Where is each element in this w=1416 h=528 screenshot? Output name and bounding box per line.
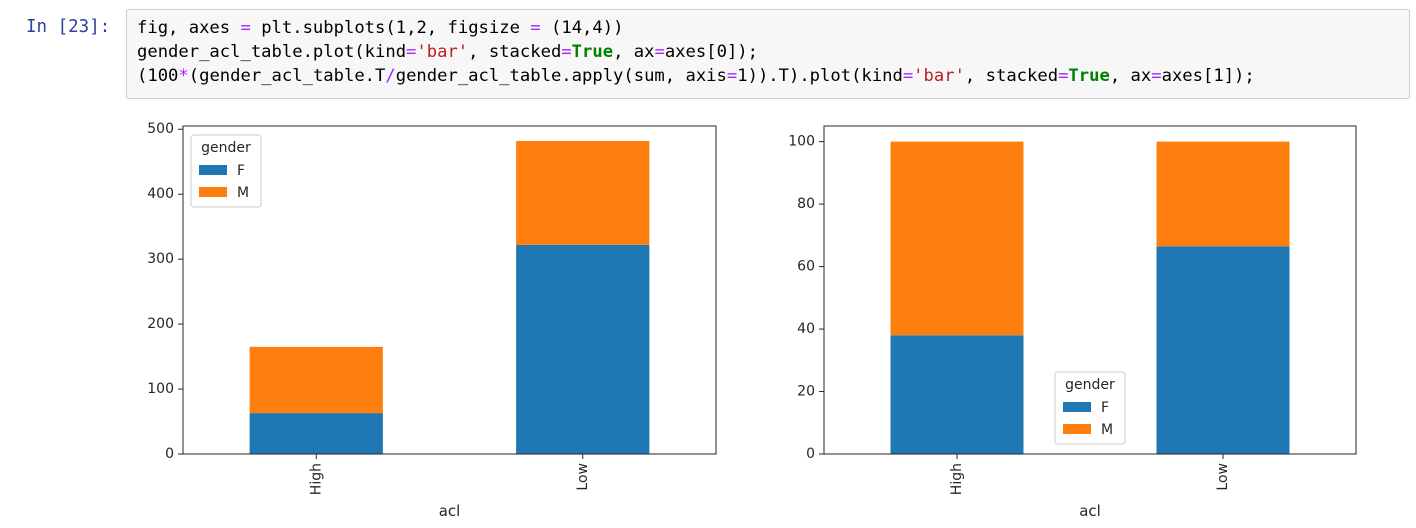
legend-label-F: F	[1101, 400, 1109, 416]
code-token: True	[571, 42, 614, 62]
code-token: 2	[416, 18, 427, 38]
y-tick-label: 100	[788, 134, 815, 150]
code-line: (100*(gender_acl_table.T/gender_acl_tabl…	[137, 64, 1409, 88]
y-tick-label: 200	[147, 316, 174, 332]
code-token: *	[178, 66, 189, 86]
legend-swatch-F	[199, 165, 227, 175]
legend-label-M: M	[1101, 422, 1113, 438]
bar-F-High	[890, 335, 1024, 454]
code-token: )).T).plot(kind	[747, 66, 903, 86]
code-token: , figsize	[426, 18, 531, 38]
legend: gender FM	[190, 134, 262, 208]
code-token: =	[1151, 66, 1162, 86]
code-token: axes[	[1161, 66, 1214, 86]
code-token: =	[902, 66, 914, 86]
code-token: ))	[602, 18, 624, 38]
code-token: /	[385, 66, 396, 86]
x-tick-label: High	[308, 463, 324, 495]
bar-F-Low	[1156, 246, 1290, 454]
code-token: (	[540, 18, 562, 38]
code-token: ]);	[1223, 66, 1255, 86]
code-token: ]);	[726, 42, 758, 62]
code-token: , ax	[1109, 66, 1152, 86]
code-token: =	[240, 18, 251, 38]
code-token: ,	[582, 18, 593, 38]
legend-swatch-F	[1063, 402, 1091, 412]
code-token: , stacked	[964, 66, 1059, 86]
code-token: ,	[406, 18, 417, 38]
legend-swatch-M	[1063, 424, 1091, 434]
legend-label-M: M	[237, 185, 249, 201]
code-token: =	[561, 42, 572, 62]
code-token: axes[	[664, 42, 717, 62]
y-tick-label: 400	[147, 186, 174, 202]
code-token: True	[1068, 66, 1110, 86]
axes-frame	[823, 125, 1357, 455]
cell-prompt: In [23]:	[26, 17, 111, 37]
y-tick-label: 500	[147, 121, 174, 137]
code-token: (	[137, 66, 148, 86]
bar-F-High	[249, 413, 383, 454]
legend-title: gender	[201, 140, 251, 156]
code-token: , stacked	[468, 42, 562, 62]
axes-frame	[182, 125, 717, 455]
y-tick-label: 0	[806, 446, 815, 462]
x-axis-label: acl	[439, 502, 461, 520]
code-token: 14	[561, 18, 583, 38]
code-token: 0	[716, 42, 727, 62]
x-axis-label: acl	[1079, 502, 1101, 520]
bar-F-Low	[516, 244, 650, 454]
legend-label-F: F	[237, 163, 245, 179]
code-token: =	[1058, 66, 1069, 86]
code-token: =	[530, 18, 541, 38]
code-token: , ax	[613, 42, 655, 62]
y-tick-label: 60	[797, 259, 815, 275]
legend: gender FM	[1054, 371, 1126, 445]
y-tick-label: 80	[797, 196, 815, 212]
y-tick-label: 20	[797, 384, 815, 400]
code-token: 100	[147, 66, 179, 86]
code-token: fig, axes	[137, 18, 241, 38]
y-tick-label: 100	[147, 381, 174, 397]
x-tick-label: High	[949, 463, 965, 495]
legend-title: gender	[1065, 377, 1115, 393]
y-tick-label: 0	[165, 446, 174, 462]
code-token: 4	[592, 18, 603, 38]
code-token: 'bar'	[416, 42, 469, 62]
code-token: =	[654, 42, 665, 62]
code-line: gender_acl_table.plot(kind='bar', stacke…	[137, 40, 1409, 64]
code-cell-editor[interactable]: fig, axes = plt.subplots(1,2, figsize = …	[126, 9, 1410, 99]
code-token: 1	[1213, 66, 1224, 86]
y-tick-label: 40	[797, 321, 815, 337]
bar-M-High	[890, 141, 1024, 336]
legend-swatch-M	[199, 187, 227, 197]
code-token: gender_acl_table.plot(kind	[137, 42, 407, 62]
bar-M-Low	[1156, 141, 1290, 247]
bar-M-Low	[516, 140, 650, 245]
code-token: =	[406, 42, 417, 62]
code-token: 'bar'	[913, 66, 965, 86]
stacked-bar-chart-percent: High Low 0 20 40 60 80 100 acl gender FM	[788, 125, 1357, 520]
bar-M-High	[249, 346, 383, 414]
x-tick-label: Low	[1215, 463, 1231, 491]
code-token: 1	[737, 66, 748, 86]
y-tick-label: 300	[147, 251, 174, 267]
code-token: =	[726, 66, 738, 86]
stacked-bar-chart-counts: High Low 0 100 200 300 400 500 acl gender FM	[147, 121, 717, 520]
code-token: gender_acl_table.apply(sum, axis	[395, 66, 727, 86]
code-token: plt.subplots(	[250, 18, 396, 38]
x-tick-label: Low	[575, 463, 591, 491]
code-token: (gender_acl_table.T	[188, 66, 386, 86]
code-token: 1	[395, 18, 407, 38]
code-line: fig, axes = plt.subplots(1,2, figsize = …	[137, 16, 1409, 40]
